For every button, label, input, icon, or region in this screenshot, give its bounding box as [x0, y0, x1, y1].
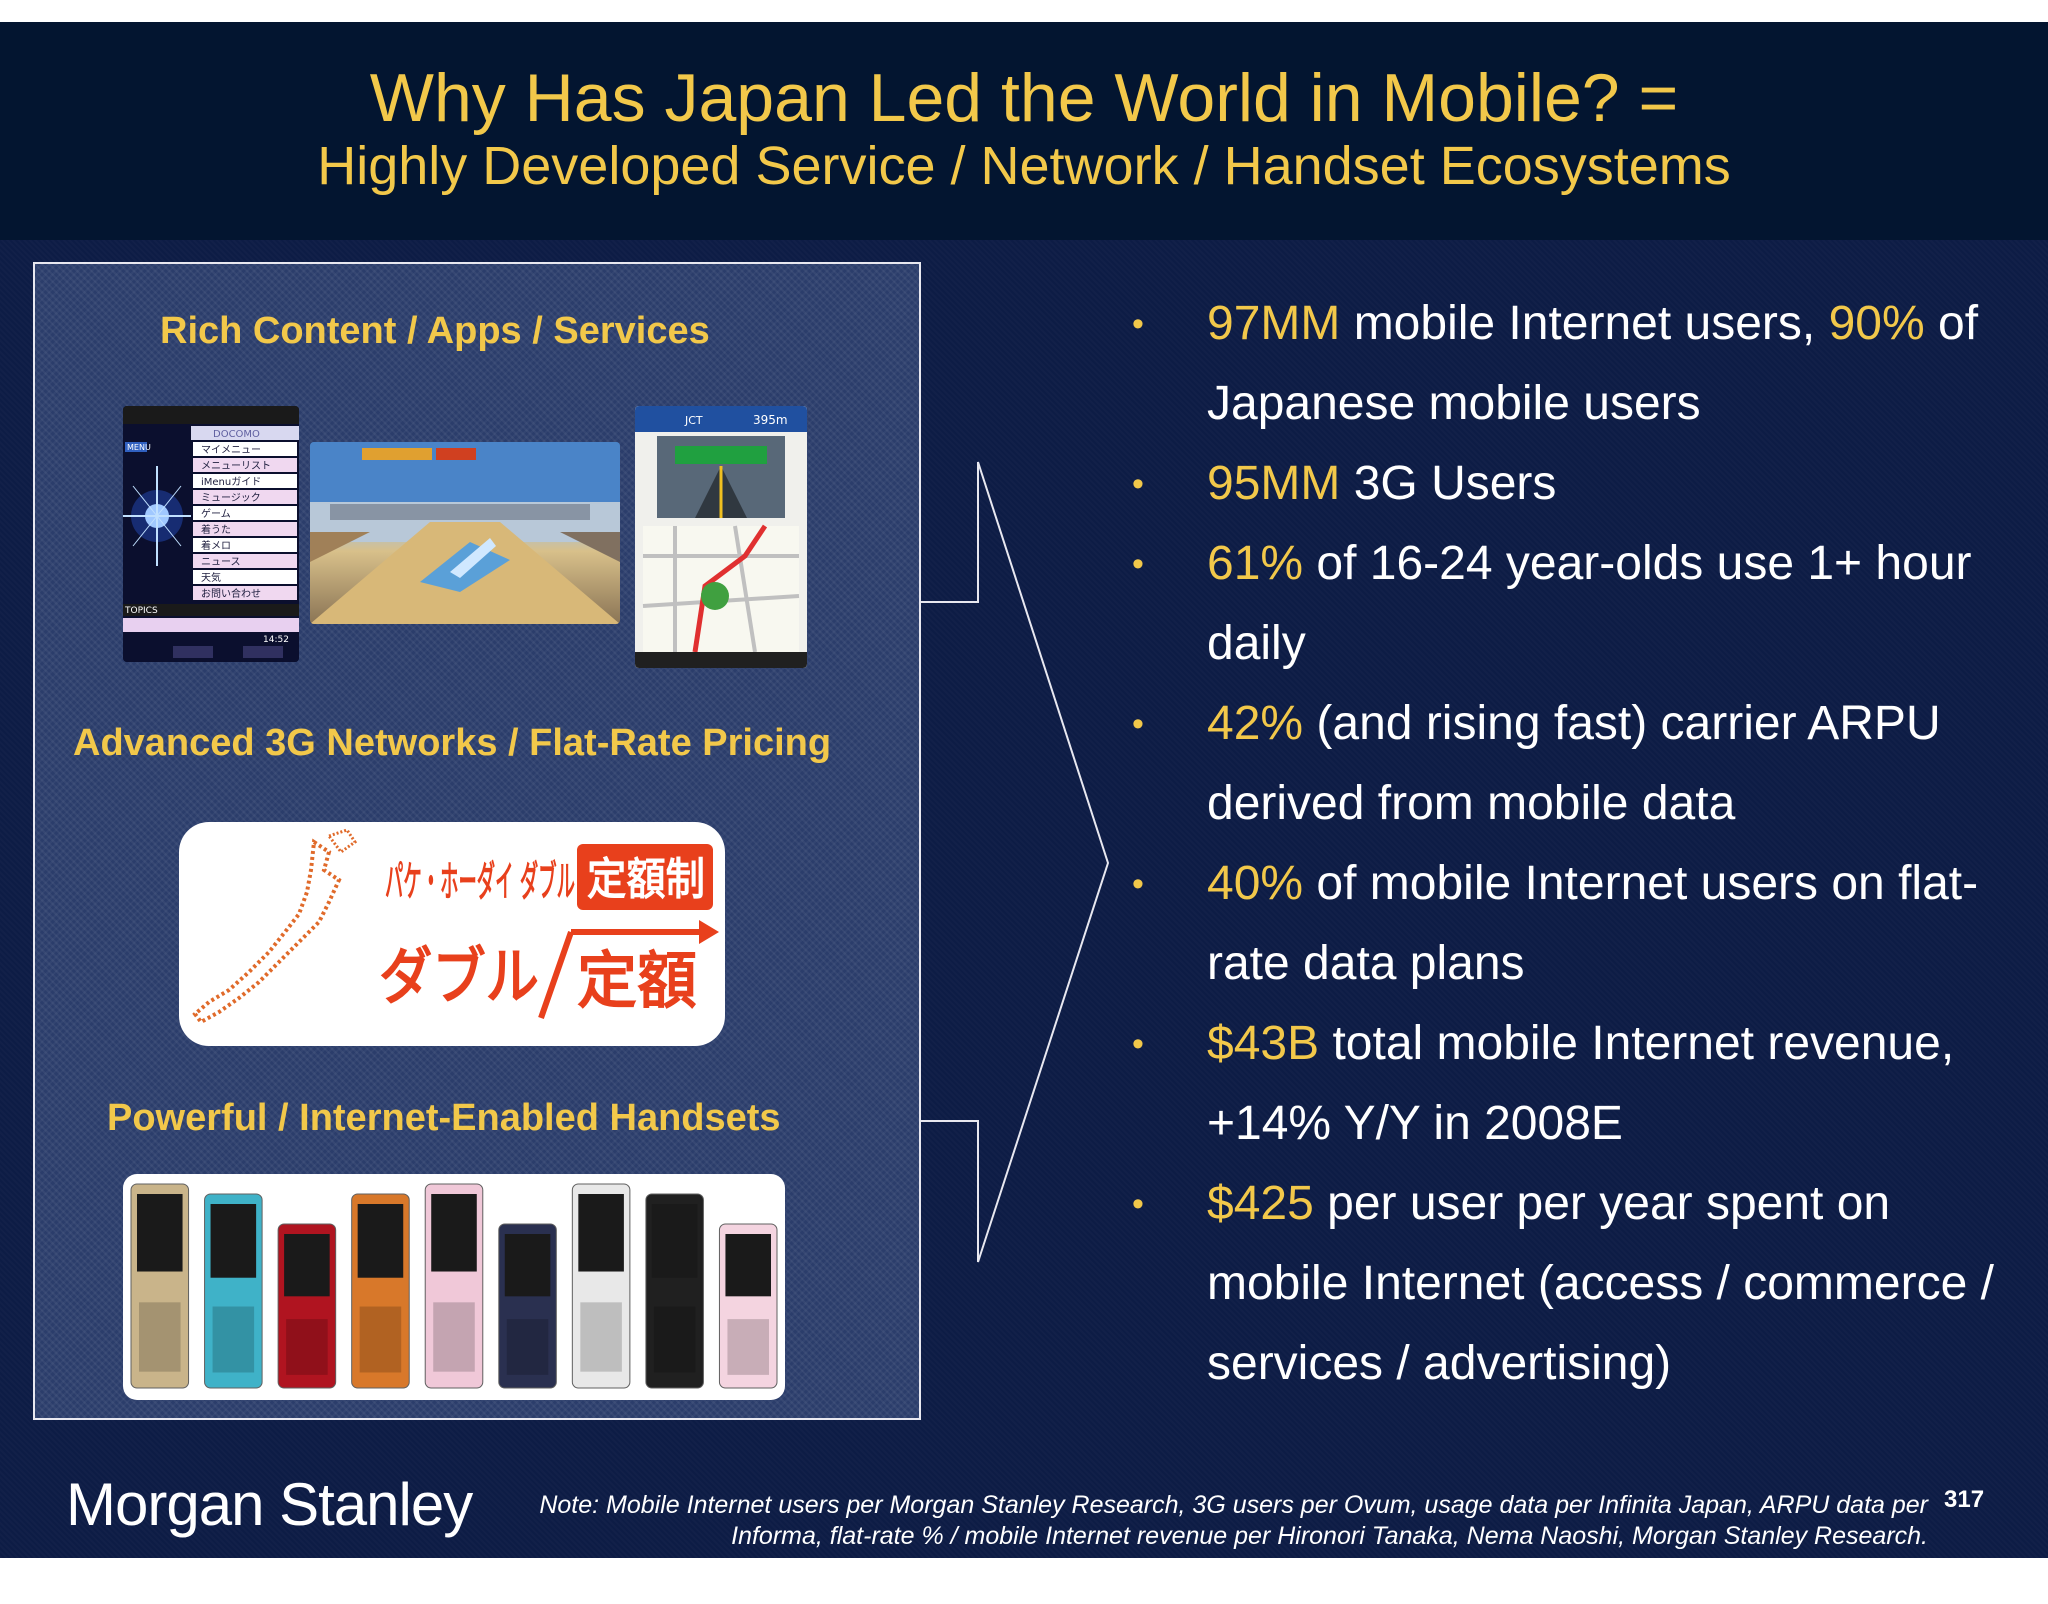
pricing-line1: パケ・ホーダイ ダブル	[385, 857, 575, 906]
statistic-text: of mobile Internet users on flat-rate da…	[1207, 857, 1979, 990]
menu-item-row	[193, 506, 297, 520]
statistic-text: 3G Users	[1340, 457, 1557, 510]
handset-9	[718, 1223, 778, 1389]
japan-map-icon	[192, 828, 358, 1025]
handset-6	[498, 1223, 557, 1389]
menu-item-row	[193, 570, 297, 584]
morgan-stanley-logo: Morgan Stanley	[66, 1471, 473, 1538]
statistic-item: 95MM 3G Users	[1132, 444, 2032, 524]
menu-brand: DOCOMO	[213, 429, 260, 440]
menu-item-row	[193, 538, 297, 552]
pricing-logo-graphic: パケ・ホーダイ ダブル 定額制 ダブル 定額	[192, 828, 719, 1025]
statistic-highlight: 97MM	[1207, 297, 1341, 350]
menu-time: 14:52	[263, 635, 289, 645]
statistic-highlight: 61%	[1207, 537, 1304, 590]
statistic-text: total mobile Internet revenue, +14% Y/Y …	[1207, 1017, 1955, 1150]
slide-title: Why Has Japan Led the World in Mobile? =	[369, 60, 1679, 136]
handsets-lineup-photo	[123, 1174, 785, 1400]
section-heading-content: Rich Content / Apps / Services	[160, 310, 710, 352]
menu-item-label: iMenuガイド	[201, 476, 261, 488]
handset-4	[351, 1193, 410, 1389]
menu-item-row	[193, 554, 297, 568]
pricing-line2a: ダブル	[379, 940, 539, 1013]
statistic-text: mobile Internet users,	[1340, 297, 1829, 350]
menu-item-label: 着うた	[201, 523, 231, 536]
source-note-line2: Informa, flat-rate % / mobile Internet r…	[731, 1522, 1928, 1550]
navigation-map-screenshot: JCT 395m	[635, 406, 807, 668]
pricing-line2b: 定額	[577, 944, 697, 1017]
handset-2	[204, 1193, 263, 1389]
handset-5	[424, 1183, 484, 1389]
statistic-text: per user per year spent on mobile Intern…	[1207, 1177, 1994, 1390]
ecosystem-panel: Rich Content / Apps / Services DOCOMO ME…	[33, 262, 921, 1420]
flat-rate-pricing-logo: パケ・ホーダイ ダブル 定額制 ダブル 定額	[179, 822, 725, 1046]
statistic-item: 97MM mobile Internet users, 90% of Japan…	[1132, 284, 2032, 444]
handset-7	[571, 1183, 631, 1389]
statistic-highlight: 40%	[1207, 857, 1304, 910]
source-note-line1: Note: Mobile Internet users per Morgan S…	[539, 1491, 1928, 1519]
game-screen-graphic	[310, 442, 620, 624]
map-screen-graphic: JCT 395m	[635, 406, 807, 668]
menu-item-label: 着メロ	[201, 539, 231, 552]
menu-item-label: メニューリスト	[201, 461, 271, 472]
topics-label: TOPICS	[124, 606, 158, 616]
statistic-item: 40% of mobile Internet users on flat-rat…	[1132, 844, 2032, 1004]
menu-item-label: マイメニュー	[201, 445, 261, 456]
statistic-highlight-secondary: 90%	[1828, 297, 1925, 350]
handsets-graphic	[130, 1183, 778, 1389]
menu-item-row	[193, 474, 297, 488]
menu-item-row	[193, 586, 297, 600]
map-distance: 395m	[753, 413, 788, 427]
section-heading-handsets: Powerful / Internet-Enabled Handsets	[107, 1097, 781, 1139]
statistic-highlight: $425	[1207, 1177, 1314, 1230]
menu-item-row	[193, 490, 297, 504]
title-bar: Why Has Japan Led the World in Mobile? =…	[0, 22, 2048, 240]
imode-menu-screenshot: DOCOMO MENU マイメニュー メニューリスト iMenuガイド ミュージックゲ…	[123, 406, 299, 662]
menu-item-row	[193, 442, 297, 456]
statistic-text-secondary: of Japanese mobile users	[1207, 297, 1979, 430]
handset-8	[645, 1193, 704, 1389]
map-junction: JCT	[684, 414, 703, 427]
section-heading-networks: Advanced 3G Networks / Flat-Rate Pricing	[73, 722, 832, 764]
pricing-badge: 定額制	[587, 854, 705, 905]
menu-item-label: 天気	[201, 571, 221, 584]
slide-subtitle: Highly Developed Service / Network / Han…	[317, 136, 1731, 196]
menu-item-label: ミュージック	[201, 492, 261, 504]
handset-1	[130, 1183, 190, 1389]
statistic-item: 42% (and rising fast) carrier ARPU deriv…	[1132, 684, 2032, 844]
statistics-list: 97MM mobile Internet users, 90% of Japan…	[1132, 284, 2032, 1404]
menu-label: MENU	[127, 443, 151, 452]
slide: Why Has Japan Led the World in Mobile? =…	[0, 22, 2048, 1558]
statistic-text: of 16-24 year-olds use 1+ hour daily	[1207, 537, 1972, 670]
menu-starburst-graphic	[123, 466, 191, 566]
menu-item-label: お問い合わせ	[201, 587, 261, 600]
menu-item-row	[193, 458, 297, 472]
menu-item-label: ゲーム	[201, 508, 231, 520]
statistic-item: $425 per user per year spent on mobile I…	[1132, 1164, 2032, 1404]
menu-item-label: ニュース	[201, 557, 241, 568]
source-note: Note: Mobile Internet users per Morgan S…	[440, 1490, 1928, 1552]
statistic-highlight: 95MM	[1207, 457, 1341, 510]
statistic-highlight: 42%	[1207, 697, 1304, 750]
statistic-item: 61% of 16-24 year-olds use 1+ hour daily	[1132, 524, 2032, 684]
3d-game-screenshot	[310, 442, 620, 624]
menu-item-row	[193, 522, 297, 536]
statistic-highlight: $43B	[1207, 1017, 1320, 1070]
page-number: 317	[1944, 1486, 1985, 1513]
statistic-text: (and rising fast) carrier ARPU derived f…	[1207, 697, 1941, 830]
handset-3	[277, 1223, 337, 1389]
statistic-item: $43B total mobile Internet revenue, +14%…	[1132, 1004, 2032, 1164]
